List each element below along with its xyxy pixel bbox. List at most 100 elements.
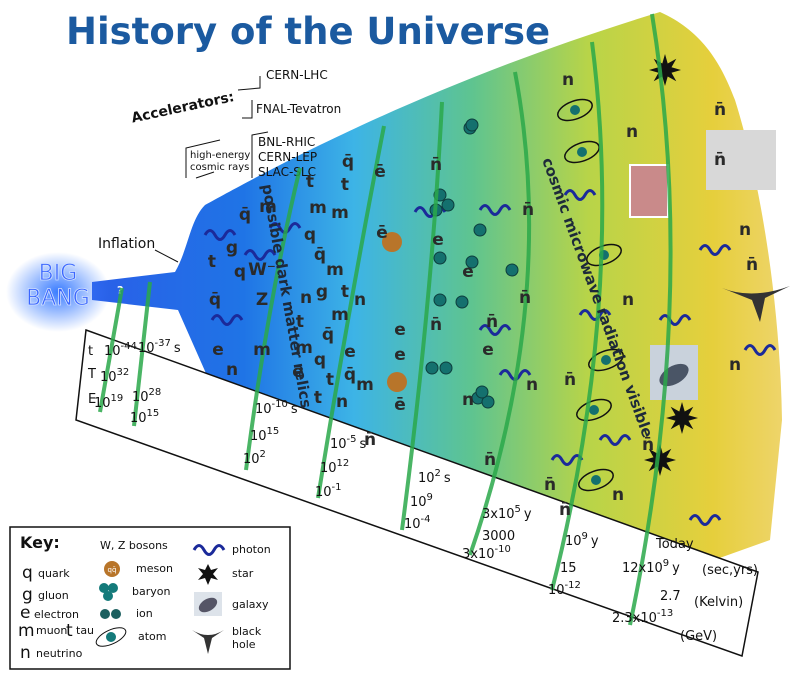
particle: e bbox=[482, 340, 494, 360]
accelerators-label: Accelerators: bbox=[130, 89, 236, 126]
timeline-value: 10-1 bbox=[315, 482, 342, 500]
photon bbox=[210, 314, 244, 326]
timeline-value: 102 bbox=[243, 449, 266, 467]
timeline-value: 10-37 s bbox=[138, 338, 181, 356]
value-exponent: 15 bbox=[267, 426, 280, 437]
particle: g bbox=[226, 238, 238, 258]
particle: ē bbox=[394, 395, 406, 415]
particle: m bbox=[356, 375, 374, 395]
value-exponent: -13 bbox=[657, 608, 673, 619]
particle: e bbox=[462, 262, 474, 282]
accelerators: Accelerators: bbox=[130, 89, 236, 126]
value-exponent: 9 bbox=[663, 558, 669, 569]
atom bbox=[591, 475, 601, 485]
key-symbol: q bbox=[22, 563, 33, 583]
particle: Z bbox=[256, 290, 268, 310]
value-unit: y bbox=[524, 507, 532, 522]
big-bang-label: BIG bbox=[39, 261, 78, 286]
timeline-value: 10-10 s bbox=[255, 399, 298, 417]
ion bbox=[425, 361, 439, 375]
key-label: neutrino bbox=[36, 647, 83, 660]
particle: m bbox=[331, 305, 349, 325]
epoch-line bbox=[244, 167, 302, 471]
inflation-arrow bbox=[154, 249, 179, 263]
particle: n bbox=[622, 290, 634, 310]
value-exponent: 32 bbox=[117, 367, 130, 378]
cosmic-rays: high-energy bbox=[190, 150, 250, 161]
timeline-value: 12x109 y bbox=[622, 558, 680, 576]
particle: q̄ bbox=[322, 325, 334, 345]
key: Key: q quark g gluon e electron m muon t… bbox=[9, 526, 291, 670]
atom-icon bbox=[106, 632, 116, 642]
key-label: black bbox=[232, 625, 262, 638]
ion-icon bbox=[111, 609, 121, 619]
particle: n bbox=[526, 375, 538, 395]
particle: n bbox=[354, 290, 366, 310]
timeline-value: 3000 bbox=[482, 529, 515, 544]
value-base: 10 bbox=[410, 495, 427, 510]
photon bbox=[658, 314, 692, 326]
atom bbox=[589, 405, 599, 415]
particle: q̄ bbox=[239, 205, 251, 225]
value-unit: s bbox=[291, 402, 298, 417]
key-label: W, Z bosons bbox=[100, 539, 168, 552]
ion-icon bbox=[100, 609, 110, 619]
key-title: Key: bbox=[20, 533, 60, 552]
galaxy-icon bbox=[198, 597, 218, 613]
epoch-line bbox=[316, 125, 386, 499]
photon bbox=[203, 229, 237, 241]
accelerator: BNL-RHIC bbox=[258, 135, 315, 149]
star bbox=[644, 444, 676, 476]
particle: m bbox=[253, 340, 271, 360]
meson-symbol: qq̄ bbox=[108, 566, 117, 574]
universe-cone bbox=[92, 12, 782, 565]
value-base: 10 bbox=[104, 344, 121, 359]
ion bbox=[465, 118, 479, 132]
baryon-icon bbox=[99, 583, 109, 593]
key-label: photon bbox=[232, 543, 271, 556]
particle: n bbox=[462, 390, 474, 410]
meson bbox=[387, 372, 407, 392]
title: History of the Universe bbox=[66, 10, 550, 53]
photon bbox=[243, 249, 277, 261]
atom bbox=[588, 348, 624, 372]
particle: t bbox=[341, 175, 349, 195]
particle: q bbox=[234, 262, 246, 282]
photon bbox=[578, 309, 612, 321]
timeline-value: 2.7 bbox=[660, 589, 681, 604]
particle: n̄ bbox=[486, 312, 498, 332]
ion bbox=[473, 223, 487, 237]
particle: m bbox=[326, 260, 344, 280]
value-base: 10 bbox=[132, 390, 149, 405]
star bbox=[666, 402, 698, 434]
particle: n bbox=[739, 220, 751, 240]
key-label: muon bbox=[36, 624, 67, 637]
value-exponent: 12 bbox=[337, 458, 350, 469]
particle: e bbox=[344, 342, 356, 362]
value-base: 10 bbox=[320, 461, 337, 476]
timeline-row-label: T bbox=[87, 367, 96, 382]
key-label: atom bbox=[138, 630, 167, 643]
star-icon bbox=[198, 564, 218, 585]
value-exponent: -44 bbox=[121, 341, 137, 352]
photon-icon bbox=[192, 544, 226, 556]
value-exponent: 19 bbox=[111, 393, 124, 404]
ion bbox=[433, 251, 447, 265]
timeline-unit: (sec,yrs) bbox=[702, 563, 758, 578]
value-base: 3x10 bbox=[482, 507, 515, 522]
photon bbox=[563, 189, 597, 201]
particle: e bbox=[394, 320, 406, 340]
timeline-value: 3x10-10 bbox=[462, 544, 511, 562]
epoch-line bbox=[400, 101, 444, 531]
ion bbox=[439, 361, 453, 375]
atom bbox=[564, 140, 600, 164]
particle: q̄ bbox=[344, 365, 356, 385]
epoch-line bbox=[628, 13, 673, 626]
particle: m bbox=[309, 198, 327, 218]
accelerator: CERN-LEP bbox=[258, 150, 317, 164]
value-unit: y bbox=[672, 561, 680, 576]
value-exponent: 9 bbox=[427, 492, 433, 503]
galaxy-image bbox=[706, 130, 776, 190]
star bbox=[649, 54, 681, 86]
timeline-value: 1015 bbox=[250, 426, 279, 444]
